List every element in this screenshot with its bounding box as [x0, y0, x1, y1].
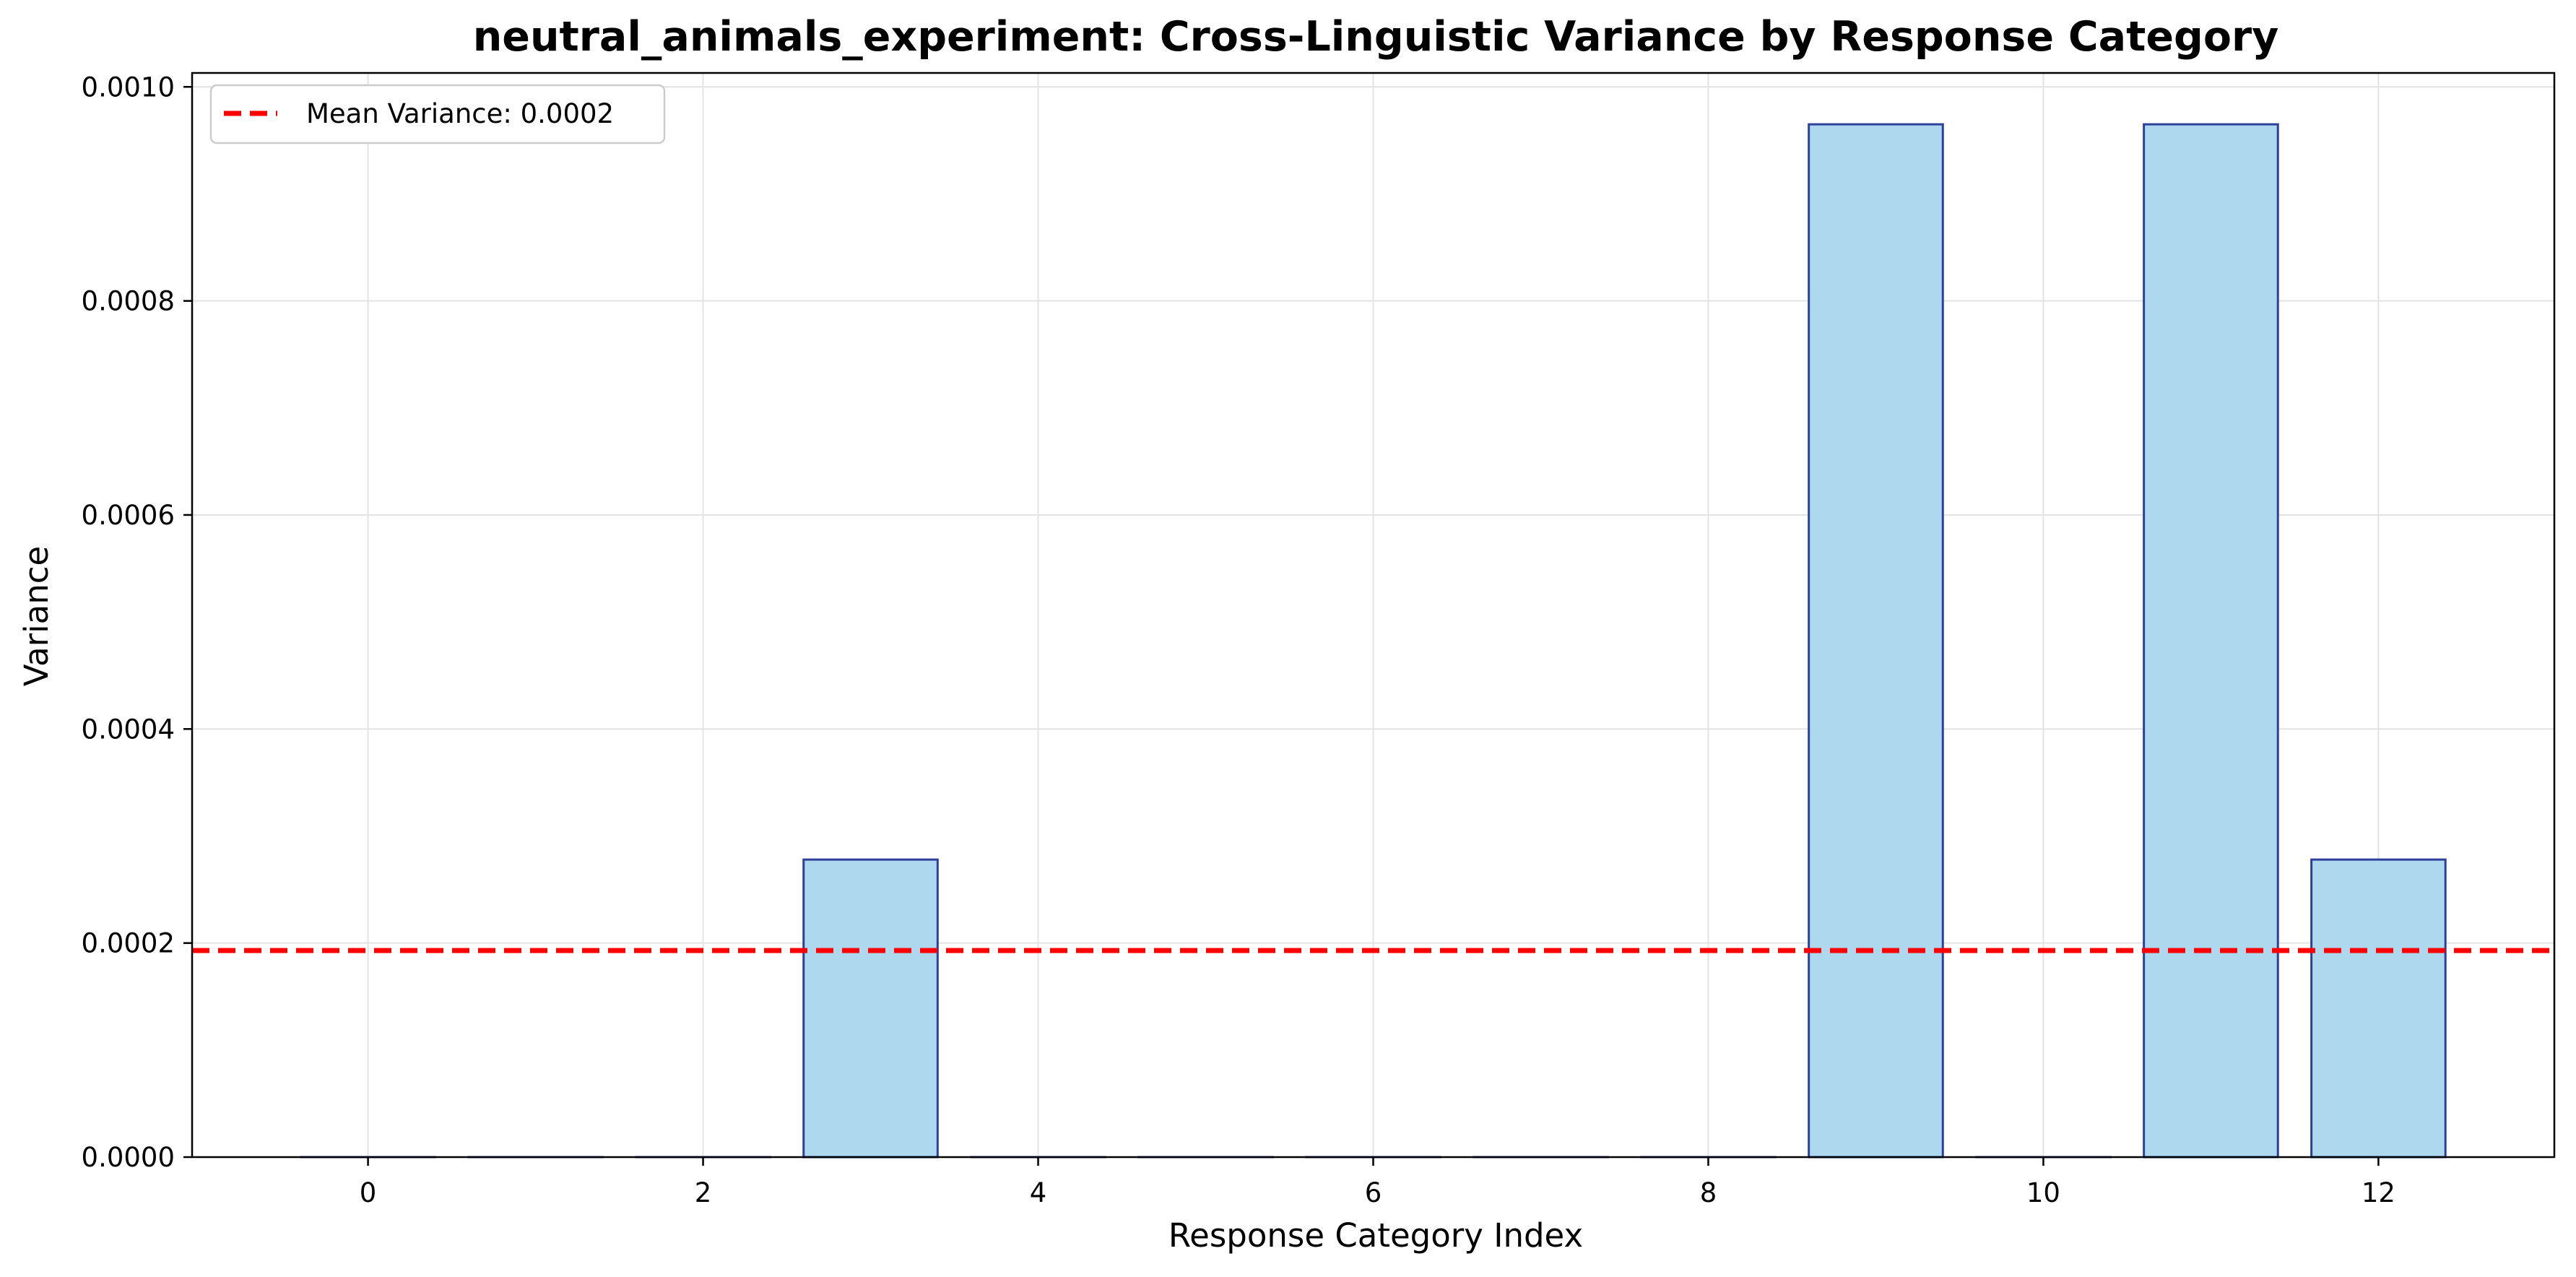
y-tick-label: 0.0010 [82, 72, 175, 103]
x-tick-label: 12 [2362, 1177, 2395, 1208]
y-tick-label: 0.0002 [82, 928, 175, 959]
y-axis-label: Variance [17, 546, 56, 686]
y-tick-label: 0.0006 [82, 500, 175, 531]
bar-category-9 [1808, 123, 1944, 1159]
legend-mean-label: Mean Variance: 0.0002 [306, 98, 614, 129]
x-tick-label: 8 [1700, 1177, 1717, 1208]
y-axis-ticks: 0.0000 0.0002 0.0004 0.0006 0.0008 0.0010 [82, 72, 192, 1173]
x-tick-label: 4 [1030, 1177, 1047, 1208]
bar-category-12 [2310, 858, 2447, 1159]
chart-title: neutral_animals_experiment: Cross-Lingui… [473, 13, 2279, 61]
legend-box [209, 84, 666, 144]
x-tick-label: 2 [695, 1177, 712, 1208]
x-tick-label: 0 [360, 1177, 377, 1208]
x-tick-label: 10 [2026, 1177, 2060, 1208]
x-axis-ticks: 0 2 4 6 8 10 12 [360, 1157, 2395, 1208]
y-tick-label: 0.0000 [82, 1142, 175, 1173]
x-axis-label: Response Category Index [1168, 1216, 1583, 1255]
bar-category-11 [2143, 123, 2279, 1159]
y-tick-label: 0.0008 [82, 286, 175, 317]
x-tick-label: 6 [1365, 1177, 1382, 1208]
bar-category-3 [802, 858, 939, 1159]
legend: Mean Variance: 0.0002 [209, 84, 666, 144]
y-tick-label: 0.0004 [82, 714, 175, 745]
